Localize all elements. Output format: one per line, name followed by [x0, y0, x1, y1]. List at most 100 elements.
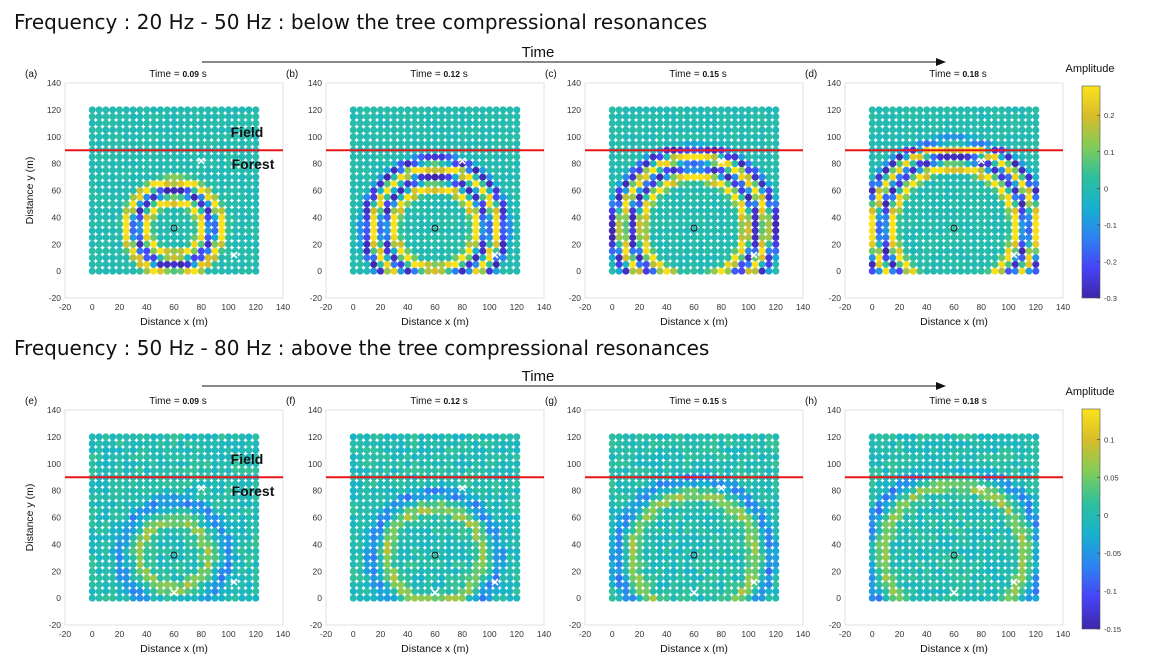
- sensor-point: [404, 220, 412, 228]
- sensor-point: [1011, 527, 1019, 535]
- sensor-point: [731, 119, 739, 127]
- sensor-point: [690, 106, 698, 114]
- x-tick-label: 120: [510, 629, 524, 639]
- sensor-point: [882, 173, 890, 181]
- sensor-point: [129, 540, 137, 548]
- sensor-point: [731, 527, 739, 535]
- sensor-point: [506, 186, 514, 195]
- sensor-point: [943, 153, 951, 161]
- sensor-point: [184, 587, 192, 595]
- sensor-point: [177, 180, 185, 188]
- sensor-point: [1032, 267, 1040, 275]
- sensor-point: [211, 587, 219, 595]
- sensor-point: [765, 126, 773, 134]
- sensor-point: [656, 254, 664, 262]
- sensor-point: [1032, 119, 1040, 127]
- sensor-point: [129, 500, 137, 508]
- sensor-point: [882, 527, 890, 535]
- sensor-point: [670, 480, 678, 488]
- sensor-point: [129, 200, 137, 208]
- sensor-point: [390, 207, 398, 215]
- sensor-point: [115, 574, 124, 582]
- sensor-point: [731, 466, 739, 475]
- sensor-point: [224, 106, 233, 114]
- sensor-point: [902, 139, 910, 148]
- sensor-point: [370, 440, 378, 448]
- sensor-point: [465, 527, 473, 535]
- sensor-point: [109, 153, 117, 161]
- sensor-point: [731, 213, 739, 221]
- sensor-point: [143, 240, 151, 248]
- sensor-point: [868, 180, 876, 188]
- sensor-point: [710, 166, 718, 174]
- sensor-point: [129, 527, 137, 535]
- sensor-point: [697, 227, 705, 235]
- sensor-point: [438, 487, 446, 495]
- sensor-point: [1032, 133, 1040, 141]
- sensor-point: [1018, 153, 1026, 161]
- sensor-point: [1018, 233, 1026, 242]
- sensor-point: [458, 446, 466, 454]
- sensor-point: [156, 547, 164, 555]
- panel-letter: (e): [25, 396, 37, 407]
- sensor-point: [1025, 500, 1033, 508]
- sensor-point: [513, 247, 521, 255]
- sensor-point: [218, 173, 226, 181]
- y-tick-label: 20: [832, 239, 842, 249]
- sensor-point: [485, 493, 494, 501]
- sensor-point: [417, 554, 425, 562]
- sensor-point: [984, 220, 992, 228]
- sensor-point: [150, 560, 158, 569]
- sensor-point: [629, 213, 637, 221]
- sensor-point: [744, 520, 753, 528]
- sensor-point: [957, 119, 965, 127]
- sensor-point: [383, 186, 391, 195]
- sensor-point: [472, 460, 480, 468]
- sensor-point: [635, 220, 644, 228]
- sensor-point: [731, 574, 739, 582]
- sensor-point: [129, 267, 137, 275]
- panel-letter: (h): [805, 396, 817, 407]
- sensor-point: [109, 493, 117, 501]
- sensor-point: [676, 240, 684, 248]
- sensor-point: [882, 200, 890, 208]
- sensor-point: [472, 507, 480, 515]
- sensor-point: [349, 534, 357, 542]
- sensor-point: [102, 554, 110, 562]
- sensor-point: [1004, 106, 1013, 114]
- sensor-point: [738, 567, 746, 575]
- sensor-point: [889, 153, 897, 161]
- sensor-point: [129, 581, 137, 589]
- panel-c: -20 0 20 40 60 80 100 120 140-200204060801001201…: [545, 69, 810, 328]
- sensor-point: [663, 567, 671, 575]
- sensor-point: [115, 180, 124, 188]
- sensor-point: [231, 133, 239, 141]
- sensor-point: [370, 534, 378, 542]
- sensor-point: [943, 166, 951, 174]
- sensor-point: [499, 126, 507, 134]
- sensor-point: [129, 440, 137, 448]
- sensor-point: [472, 153, 480, 161]
- sensor-point: [150, 119, 158, 127]
- sensor-point: [622, 567, 630, 575]
- x-tick-label: 80: [458, 302, 468, 312]
- sensor-point: [704, 260, 712, 268]
- sensor-point: [445, 547, 453, 555]
- sensor-point: [349, 153, 357, 161]
- x-tick-label: -20: [320, 302, 333, 312]
- sensor-point: [417, 466, 425, 475]
- sensor-point: [717, 466, 725, 475]
- sensor-point: [363, 433, 371, 441]
- sensor-point: [445, 153, 453, 161]
- sensor-point: [670, 587, 678, 595]
- sensor-point: [875, 540, 883, 548]
- sensor-point: [676, 254, 684, 262]
- sensor-point: [615, 180, 623, 188]
- sensor-point: [88, 240, 96, 248]
- sensor-point: [513, 480, 521, 488]
- sensor-point: [156, 567, 164, 575]
- sensor-point: [882, 126, 890, 134]
- sensor-point: [923, 220, 931, 228]
- sensor-point: [492, 466, 500, 475]
- sensor-point: [683, 207, 691, 215]
